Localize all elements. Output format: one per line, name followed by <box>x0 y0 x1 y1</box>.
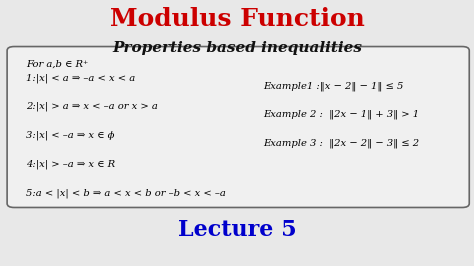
FancyBboxPatch shape <box>7 47 469 207</box>
Text: Modulus Function: Modulus Function <box>109 7 365 31</box>
Text: For a,b ∈ R⁺: For a,b ∈ R⁺ <box>26 60 88 69</box>
Text: Lecture 5: Lecture 5 <box>178 219 296 241</box>
Text: 2:|x| > a ⇒ x < –a or x > a: 2:|x| > a ⇒ x < –a or x > a <box>26 102 158 111</box>
Text: 3:|x| < –a ⇒ x ∈ ϕ: 3:|x| < –a ⇒ x ∈ ϕ <box>26 131 115 140</box>
Text: Example 3 :  ‖2x − 2‖ − 3‖ ≤ 2: Example 3 : ‖2x − 2‖ − 3‖ ≤ 2 <box>263 139 419 148</box>
Text: 1:|x| < a ⇒ –a < x < a: 1:|x| < a ⇒ –a < x < a <box>26 73 135 83</box>
Text: 5:a < |x| < b ⇒ a < x < b or –b < x < –a: 5:a < |x| < b ⇒ a < x < b or –b < x < –a <box>26 188 226 198</box>
Text: 4:|x| > –a ⇒ x ∈ R: 4:|x| > –a ⇒ x ∈ R <box>26 159 115 169</box>
Text: Example1 :‖x − 2‖ − 1‖ ≤ 5: Example1 :‖x − 2‖ − 1‖ ≤ 5 <box>263 81 403 91</box>
Text: Properties based inequalities: Properties based inequalities <box>112 41 362 55</box>
Text: Example 2 :  ‖2x − 1‖ + 3‖ > 1: Example 2 : ‖2x − 1‖ + 3‖ > 1 <box>263 110 419 119</box>
